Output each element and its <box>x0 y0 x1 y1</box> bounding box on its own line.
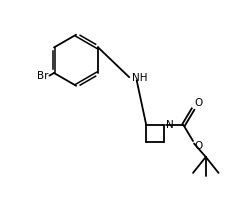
Text: NH: NH <box>132 73 148 83</box>
Text: O: O <box>194 98 202 108</box>
Text: Br: Br <box>37 71 49 81</box>
Text: O: O <box>194 141 202 152</box>
Text: N: N <box>166 120 174 130</box>
